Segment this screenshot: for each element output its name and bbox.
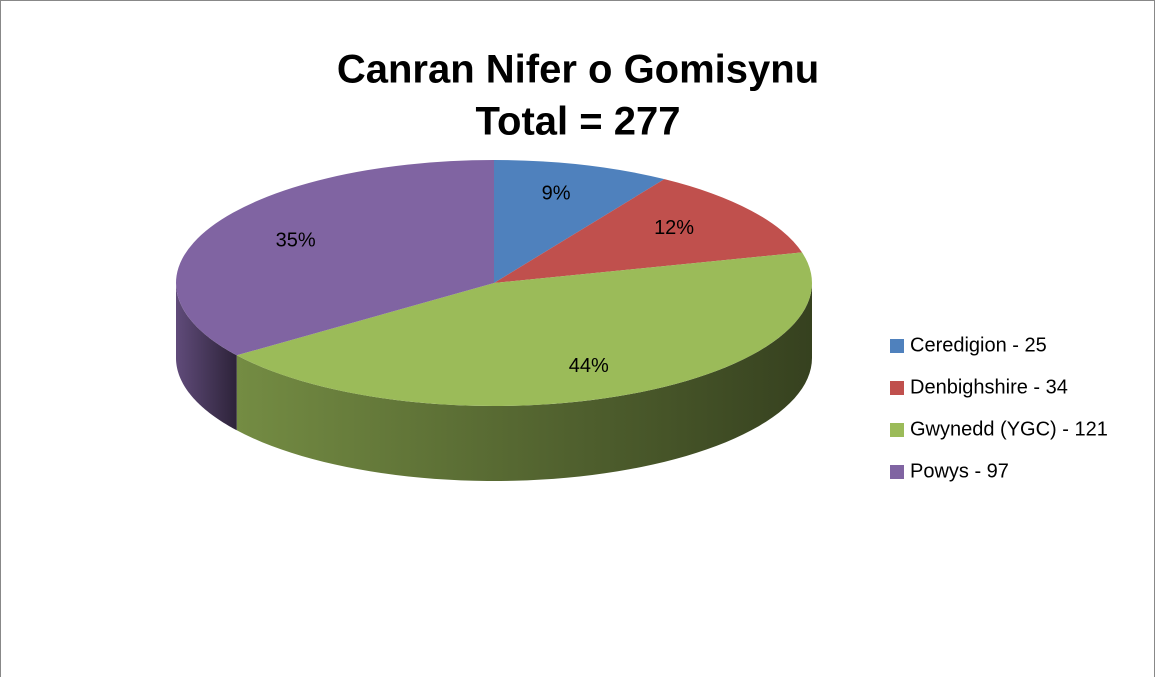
slice-side <box>176 283 237 431</box>
legend-label: Denbighshire - 34 <box>910 376 1068 398</box>
data-label: 9% <box>542 183 571 205</box>
data-label: 12% <box>654 217 694 239</box>
pie-slice <box>176 160 494 356</box>
legend-swatch <box>890 381 904 395</box>
pie-slice <box>236 252 812 406</box>
data-label: 35% <box>276 229 316 251</box>
chart-subtitle: Total = 277 <box>476 100 681 144</box>
legend-swatch <box>890 339 904 353</box>
legend-label: Gwynedd (YGC) - 121 <box>910 418 1108 440</box>
chart-title: Canran Nifer o Gomisynu <box>337 48 819 92</box>
legend-label: Powys - 97 <box>910 460 1009 482</box>
legend-swatch <box>890 423 904 437</box>
legend-label: Ceredigion - 25 <box>910 334 1047 356</box>
pie-slice <box>494 160 665 283</box>
legend-swatch <box>890 465 904 479</box>
slice-side <box>236 283 812 481</box>
data-label: 44% <box>569 355 609 377</box>
pie-slice <box>494 179 803 283</box>
